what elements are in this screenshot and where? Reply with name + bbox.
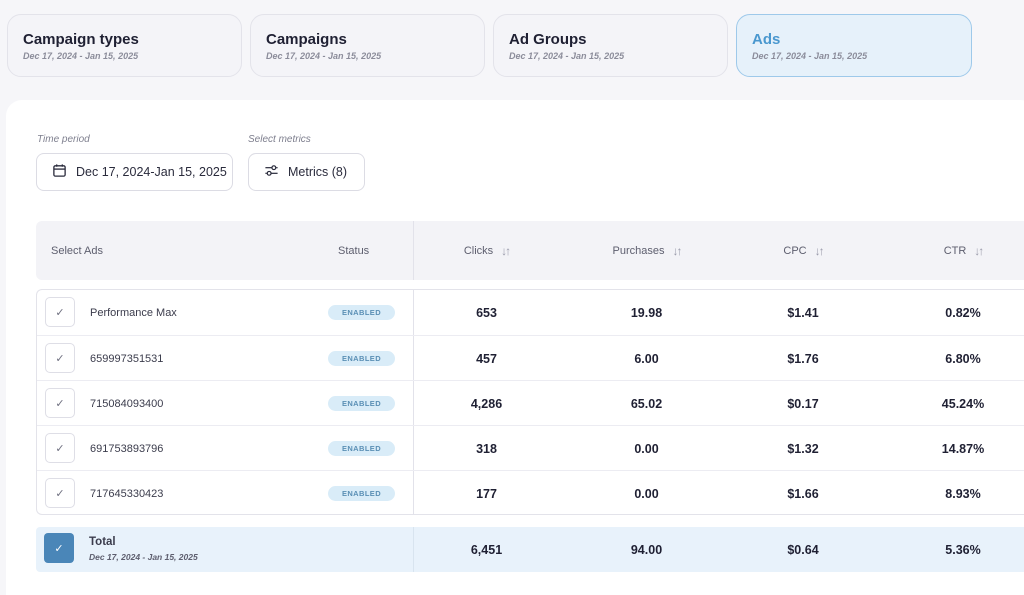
tab-campaigns[interactable]: Campaigns Dec 17, 2024 - Jan 15, 2025 [250, 14, 485, 77]
sliders-icon [264, 163, 279, 181]
table-row: ✓ 659997351531 ENABLED 457 6.00 $1.76 6.… [37, 335, 1024, 380]
clicks-cell: 177 [476, 486, 497, 501]
metrics-selector[interactable]: Metrics (8) [248, 153, 365, 191]
row-checkbox[interactable]: ✓ [45, 388, 75, 418]
header-cpc-label: CPC [783, 244, 807, 257]
purchases-cell: 6.00 [634, 351, 659, 366]
cpc-cell: $0.17 [787, 396, 819, 411]
ctr-cell: 14.87% [941, 441, 985, 456]
column-divider [413, 527, 414, 572]
header-status: Status [338, 244, 370, 257]
tab-campaign-types[interactable]: Campaign types Dec 17, 2024 - Jan 15, 20… [7, 14, 242, 77]
clicks-cell: 318 [476, 441, 497, 456]
tab-title: Campaign types [23, 31, 139, 48]
header-purchases: Purchases ↓↑ [560, 221, 733, 280]
total-row: ✓ Total Dec 17, 2024 - Jan 15, 2025 6,45… [36, 527, 1024, 572]
calendar-icon [52, 163, 67, 181]
tab-date-range: Dec 17, 2024 - Jan 15, 2025 [23, 51, 139, 61]
time-period-label: Time period [37, 134, 90, 145]
status-badge: ENABLED [328, 441, 395, 456]
header-ctr-label: CTR [943, 244, 967, 257]
clicks-cell: 457 [476, 351, 497, 366]
ad-name[interactable]: 717645330423 [90, 487, 164, 500]
sort-icon[interactable]: ↓↑ [814, 243, 825, 258]
ad-name[interactable]: 715084093400 [90, 397, 164, 410]
ad-name[interactable]: 659997351531 [90, 352, 164, 365]
header-clicks: Clicks ↓↑ [413, 221, 560, 280]
cpc-cell: $1.66 [787, 486, 819, 501]
header-cpc: CPC ↓↑ [733, 221, 873, 280]
tab-title: Ads [752, 31, 781, 48]
status-badge: ENABLED [328, 396, 395, 411]
sort-icon[interactable]: ↓↑ [672, 243, 682, 258]
clicks-cell: 653 [476, 305, 497, 320]
ctr-cell: 8.93% [945, 486, 981, 501]
purchases-cell: 65.02 [630, 396, 663, 411]
status-badge: ENABLED [328, 486, 395, 501]
total-cpc: $0.64 [787, 542, 819, 557]
purchases-cell: 0.00 [634, 486, 659, 501]
header-clicks-label: Clicks [463, 244, 494, 257]
time-period-value: Dec 17, 2024-Jan 15, 2025 [76, 165, 227, 179]
status-badge: ENABLED [328, 305, 395, 320]
cpc-cell: $1.76 [787, 351, 819, 366]
table-row: ✓ 717645330423 ENABLED 177 0.00 $1.66 8.… [37, 470, 1024, 515]
total-clicks: 6,451 [470, 542, 503, 557]
table-header: Select Ads Status Clicks ↓↑ Purchases ↓↑… [36, 221, 1024, 280]
column-divider [413, 290, 414, 515]
tab-date-range: Dec 17, 2024 - Jan 15, 2025 [266, 51, 382, 61]
cpc-cell: $1.32 [787, 441, 819, 456]
header-purchases-label: Purchases [612, 244, 665, 257]
total-purchases: 94.00 [630, 542, 663, 557]
ad-name[interactable]: 691753893796 [90, 442, 164, 455]
sort-icon[interactable]: ↓↑ [501, 243, 511, 258]
header-select-ads: Select Ads [51, 244, 103, 257]
tab-title: Ad Groups [509, 31, 587, 48]
purchases-cell: 19.98 [630, 305, 663, 320]
row-checkbox[interactable]: ✓ [45, 478, 75, 508]
purchases-cell: 0.00 [634, 441, 659, 456]
metrics-label: Select metrics [248, 134, 311, 145]
time-period-picker[interactable]: Dec 17, 2024-Jan 15, 2025 [36, 153, 233, 191]
tab-date-range: Dec 17, 2024 - Jan 15, 2025 [509, 51, 625, 61]
tab-date-range: Dec 17, 2024 - Jan 15, 2025 [752, 51, 868, 61]
row-checkbox[interactable]: ✓ [45, 343, 75, 373]
cpc-cell: $1.41 [787, 305, 819, 320]
ctr-cell: 0.82% [945, 305, 981, 320]
tab-ad-groups[interactable]: Ad Groups Dec 17, 2024 - Jan 15, 2025 [493, 14, 728, 77]
column-divider [413, 221, 414, 280]
total-label: Total [89, 536, 116, 548]
clicks-cell: 4,286 [470, 396, 503, 411]
table-row: ✓ 691753893796 ENABLED 318 0.00 $1.32 14… [37, 425, 1024, 470]
tab-title: Campaigns [266, 31, 347, 48]
row-checkbox[interactable]: ✓ [45, 433, 75, 463]
ctr-cell: 6.80% [945, 351, 981, 366]
status-badge: ENABLED [328, 351, 395, 366]
total-checkbox[interactable]: ✓ [44, 533, 74, 563]
table-row: ✓ 715084093400 ENABLED 4,286 65.02 $0.17… [37, 380, 1024, 425]
table-body: ✓ Performance Max ENABLED 653 19.98 $1.4… [36, 289, 1024, 515]
ctr-cell: 45.24% [941, 396, 985, 411]
row-checkbox[interactable]: ✓ [45, 297, 75, 327]
table-row: ✓ Performance Max ENABLED 653 19.98 $1.4… [37, 290, 1024, 335]
metrics-value: Metrics (8) [288, 165, 348, 179]
sort-icon[interactable]: ↓↑ [974, 243, 984, 258]
tab-ads[interactable]: Ads Dec 17, 2024 - Jan 15, 2025 [736, 14, 972, 77]
ad-name[interactable]: Performance Max [90, 306, 177, 319]
total-date-range: Dec 17, 2024 - Jan 15, 2025 [89, 552, 198, 562]
total-ctr: 5.36% [945, 542, 981, 557]
header-ctr: CTR ↓↑ [873, 221, 1024, 280]
